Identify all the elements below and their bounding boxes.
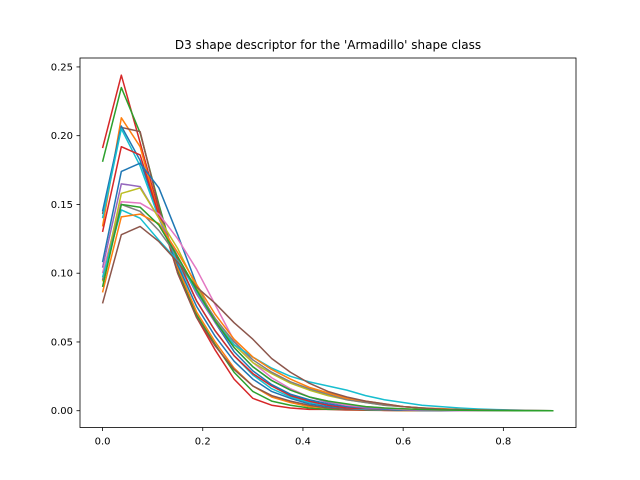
- series-line-16: [101, 203, 554, 412]
- x-tick-label: 0.6: [395, 437, 411, 448]
- x-axis: 0.0 0.2 0.4 0.6 0.8: [95, 427, 511, 448]
- chart-title: D3 shape descriptor for the 'Armadillo' …: [175, 38, 481, 52]
- x-tick-label: 0.0: [95, 437, 111, 448]
- y-tick-label: 0.10: [51, 269, 73, 280]
- series-line-13: [101, 209, 554, 412]
- y-tick-label: 0.05: [51, 337, 73, 348]
- x-tick-label: 0.2: [195, 437, 211, 448]
- plot-area-frame: [79, 57, 577, 428]
- y-tick-label: 0.20: [51, 131, 73, 142]
- y-axis: 0.00 0.05 0.10 0.15 0.20 0.25: [51, 62, 80, 417]
- y-tick-label: 0.00: [51, 406, 73, 417]
- y-tick-label: 0.25: [51, 62, 73, 73]
- y-tick-label: 0.15: [51, 200, 73, 211]
- x-tick-label: 0.8: [495, 437, 511, 448]
- x-tick-label: 0.4: [295, 437, 311, 448]
- series-layer: [101, 74, 554, 412]
